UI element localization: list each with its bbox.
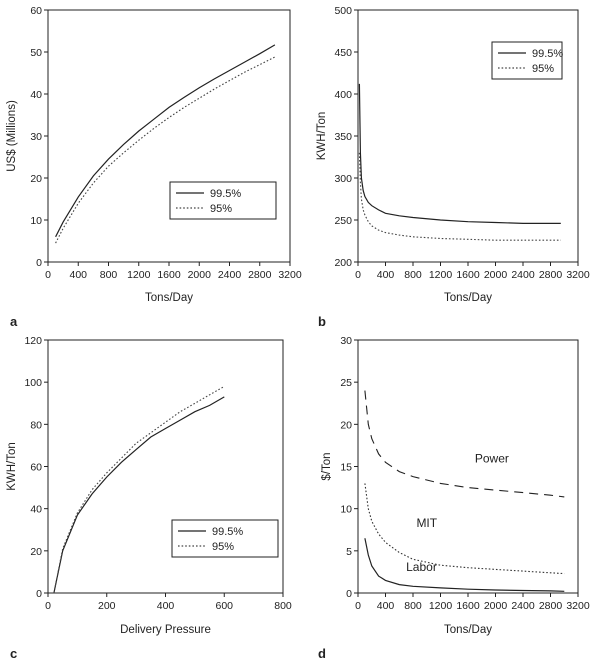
y-axis-label: KWH/Ton (6, 442, 18, 491)
y-tick-label: 500 (334, 5, 352, 17)
plot-c: 0 200 400 600 800 0 20 40 60 80 100 120 Delivery Pre… (6, 335, 292, 661)
x-axis-label: Delivery Pressure (120, 624, 211, 636)
series-line-95- (358, 152, 561, 241)
legend-box (169, 181, 277, 220)
y-tick-label: 15 (340, 462, 352, 474)
y-tick-label: 20 (30, 546, 42, 558)
x-tick-label: 2000 (188, 269, 212, 281)
series-annotation: Labor (406, 560, 437, 574)
x-tick-label: 2800 (539, 269, 563, 281)
plot-d: 0 400 800 1200 1600 2000 2400 2800 3200 0 5 10 15 20 2… (318, 335, 590, 661)
series-line-99-5- (55, 44, 276, 238)
y-tick-label: 200 (334, 257, 352, 269)
legend-label: 99.5% (532, 48, 563, 60)
x-tick-label: 1600 (456, 600, 480, 612)
x-tick-label: 2000 (484, 600, 508, 612)
series-line-mit (364, 483, 565, 575)
x-tick-label: 800 (100, 269, 118, 281)
series-line-99-5- (358, 83, 561, 224)
x-tick-label: 2800 (539, 600, 563, 612)
x-tick-label: 1200 (127, 269, 151, 281)
legend-label: 99.5% (212, 526, 243, 538)
x-tick-label: 800 (404, 269, 422, 281)
y-tick-label: 30 (30, 131, 42, 143)
series-annotation: MIT (416, 516, 437, 530)
x-tick-label: 1200 (429, 600, 453, 612)
y-tick-label: 250 (334, 215, 352, 227)
x-tick-label: 0 (355, 269, 361, 281)
x-axis-label: Tons/Day (444, 624, 492, 636)
y-tick-label: 350 (334, 131, 352, 143)
y-tick-label: 40 (30, 89, 42, 101)
panel-letter: d (318, 646, 326, 661)
y-tick-label: 10 (30, 215, 42, 227)
x-tick-label: 400 (377, 269, 395, 281)
x-tick-label: 400 (157, 600, 175, 612)
y-tick-label: 80 (30, 419, 42, 431)
plot-a: 0 400 800 1200 1600 2000 2400 2800 3200 0 10 20 30 40… (6, 5, 302, 329)
x-tick-label: 2000 (484, 269, 508, 281)
legend-box (171, 519, 279, 558)
x-tick-label: 2400 (511, 269, 535, 281)
y-tick-label: 0 (346, 588, 352, 600)
y-axis-label: $/Ton (321, 452, 333, 480)
y-tick-label: 50 (30, 47, 42, 59)
y-tick-label: 0 (36, 588, 42, 600)
x-tick-label: 2400 (218, 269, 242, 281)
plot-frame (47, 9, 291, 263)
panel-letter: c (10, 646, 17, 661)
series-line-99-5- (53, 396, 225, 594)
y-tick-label: 450 (334, 47, 352, 59)
y-tick-label: 120 (24, 335, 42, 347)
x-tick-label: 800 (274, 600, 292, 612)
y-tick-label: 60 (30, 462, 42, 474)
x-tick-label: 400 (377, 600, 395, 612)
x-axis-label: Tons/Day (444, 292, 492, 304)
x-tick-label: 2400 (511, 600, 535, 612)
x-tick-label: 3200 (566, 600, 590, 612)
x-tick-label: 1600 (157, 269, 181, 281)
series-line-95- (55, 56, 276, 244)
panel-letter: b (318, 314, 326, 329)
legend-box (491, 41, 563, 80)
y-tick-label: 300 (334, 173, 352, 185)
legend-label: 99.5% (210, 188, 241, 200)
y-tick-label: 5 (346, 546, 352, 558)
series-line-power (364, 390, 565, 498)
series-line-95- (53, 385, 225, 594)
x-tick-label: 3200 (566, 269, 590, 281)
y-tick-label: 25 (340, 377, 352, 389)
x-tick-label: 2800 (248, 269, 272, 281)
y-tick-label: 60 (30, 5, 42, 17)
series-line-labor (364, 538, 565, 592)
x-tick-label: 0 (355, 600, 361, 612)
x-tick-label: 1200 (429, 269, 453, 281)
y-tick-label: 20 (30, 173, 42, 185)
x-tick-label: 800 (404, 600, 422, 612)
x-tick-label: 3200 (278, 269, 302, 281)
x-tick-label: 1600 (456, 269, 480, 281)
y-tick-label: 100 (24, 377, 42, 389)
y-tick-label: 30 (340, 335, 352, 347)
y-axis-label: KWH/Ton (316, 112, 328, 161)
x-tick-label: 200 (98, 600, 116, 612)
y-tick-label: 10 (340, 504, 352, 516)
y-tick-label: 400 (334, 89, 352, 101)
x-tick-label: 400 (69, 269, 87, 281)
plot-b: 0 400 800 1200 1600 2000 2400 2800 3200 200 250 300… (316, 5, 590, 329)
x-tick-label: 600 (215, 600, 233, 612)
x-tick-label: 0 (45, 600, 51, 612)
series-annotation: Power (475, 451, 509, 465)
y-tick-label: 20 (340, 419, 352, 431)
panel-letter: a (10, 314, 18, 329)
y-tick-label: 40 (30, 504, 42, 516)
x-tick-label: 0 (45, 269, 51, 281)
legend-label: 95% (212, 541, 234, 553)
y-axis-label: US$ (Millions) (6, 100, 18, 172)
legend-label: 95% (532, 63, 554, 75)
legend-label: 95% (210, 203, 232, 215)
y-tick-label: 0 (36, 257, 42, 269)
x-axis-label: Tons/Day (145, 292, 193, 304)
